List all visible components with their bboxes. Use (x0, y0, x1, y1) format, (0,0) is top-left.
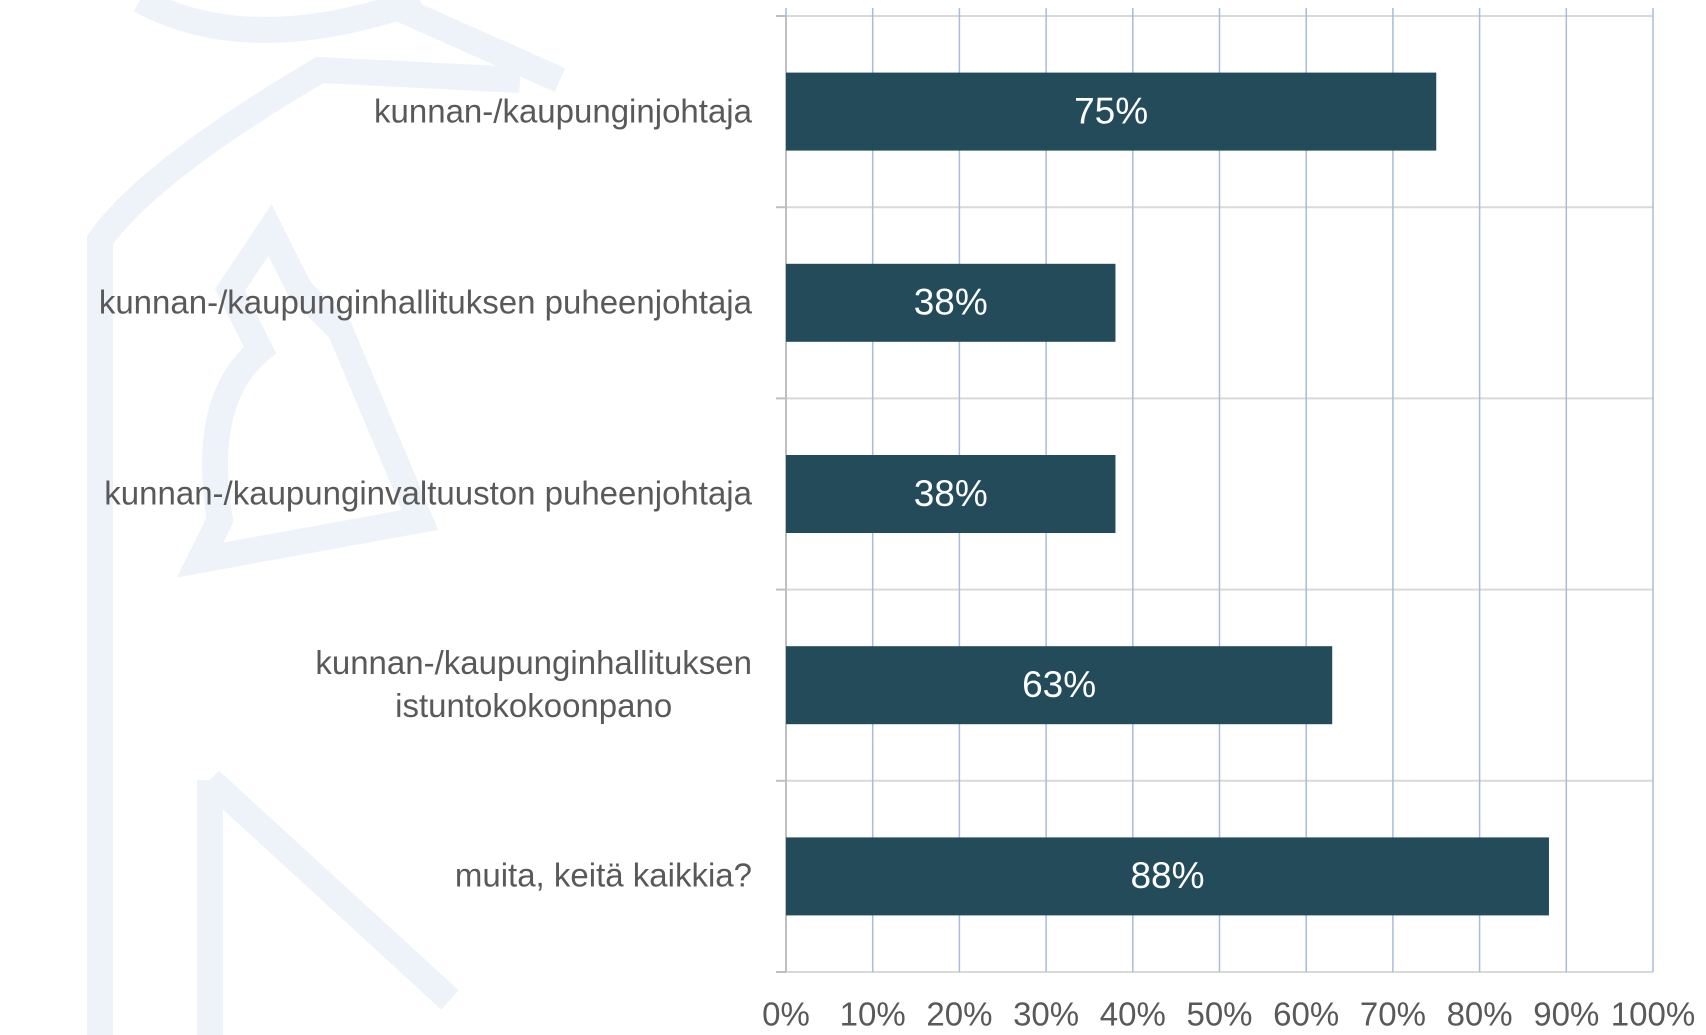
category-label: kunnan-/kaupunginhallituksen istuntokoko… (315, 642, 752, 728)
x-tick-label: 50% (1186, 996, 1252, 1033)
x-tick-label: 20% (926, 996, 992, 1033)
x-tick-label: 40% (1100, 996, 1166, 1033)
category-label-box: kunnan-/kaupunginhallituksen puheenjohta… (99, 281, 752, 324)
category-label: kunnan-/kaupunginvaltuuston puheenjohtaj… (104, 473, 752, 516)
category-label-box: kunnan-/kaupunginjohtaja (374, 90, 752, 133)
chart: 0% 10% 20% 30% 40% 50% 60% 70% 80% 90% 100% 75% 38% 3… (0, 0, 1706, 1035)
x-tick-label: 100% (1611, 996, 1695, 1033)
page: {"chart_data": { "type": "hbar", "catego… (0, 0, 1706, 1035)
data-label: 88% (1130, 855, 1204, 896)
category-label-box: kunnan-/kaupunginhallituksen istuntokoko… (315, 642, 752, 728)
x-tick-label: 10% (840, 996, 906, 1033)
x-tick-label: 80% (1447, 996, 1513, 1033)
x-tick-label: 90% (1533, 996, 1599, 1033)
category-label-box: kunnan-/kaupunginvaltuuston puheenjohtaj… (104, 473, 752, 516)
data-label: 38% (914, 282, 988, 323)
category-label: kunnan-/kaupunginjohtaja (374, 90, 752, 133)
data-label: 38% (914, 473, 988, 514)
category-label-box: muita, keitä kaikkia? (455, 855, 752, 898)
x-tick-label: 60% (1273, 996, 1339, 1033)
x-tick-label: 30% (1013, 996, 1079, 1033)
data-label: 75% (1074, 90, 1148, 131)
x-tick-label: 70% (1360, 996, 1426, 1033)
category-label: muita, keitä kaikkia? (455, 855, 752, 898)
data-label: 63% (1022, 664, 1096, 705)
category-label: kunnan-/kaupunginhallituksen puheenjohta… (99, 281, 752, 324)
x-tick-label: 0% (762, 996, 810, 1033)
